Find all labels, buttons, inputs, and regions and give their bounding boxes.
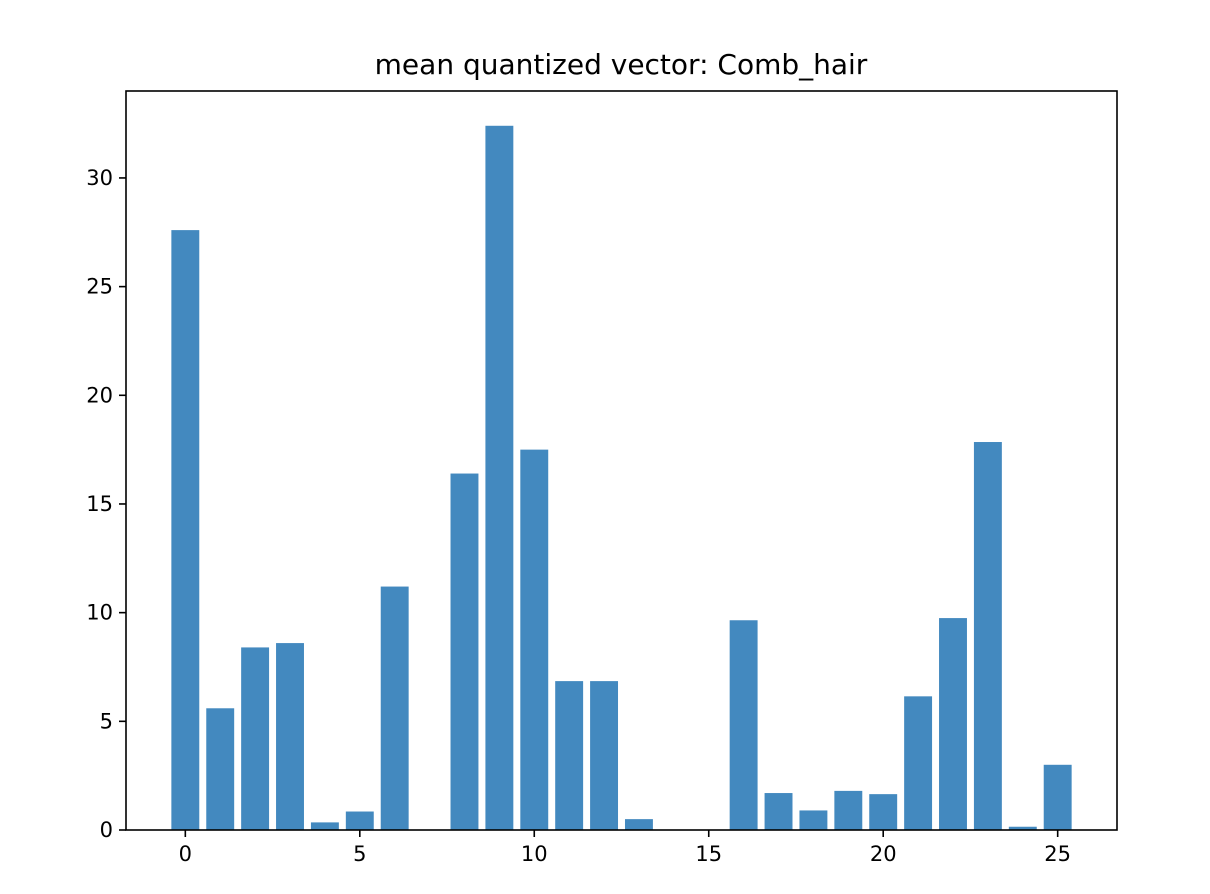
- bar-2: [241, 647, 270, 830]
- x-tick-label: 20: [870, 842, 897, 866]
- bar-1: [206, 708, 235, 830]
- bar-25: [1043, 764, 1072, 830]
- bar-22: [939, 618, 967, 830]
- y-tick-label: 10: [86, 601, 113, 625]
- bar-23: [973, 442, 1002, 830]
- y-tick-label: 15: [86, 492, 113, 516]
- x-tick-label: 15: [695, 842, 722, 866]
- y-axis-ticks: 0 5 10 15 20 25 30: [86, 166, 126, 842]
- bar-8: [450, 473, 479, 830]
- bar-19: [834, 790, 863, 830]
- bar-18: [799, 810, 828, 830]
- y-tick-label: 0: [100, 818, 113, 842]
- bar-6: [380, 586, 409, 830]
- bar-16: [729, 620, 758, 830]
- bar-3: [276, 643, 304, 830]
- x-tick-label: 10: [521, 842, 548, 866]
- bar-11: [555, 681, 584, 830]
- x-tick-label: 25: [1044, 842, 1071, 866]
- y-tick-label: 25: [86, 275, 113, 299]
- bar-4: [310, 822, 339, 830]
- y-tick-label: 5: [100, 709, 113, 733]
- x-axis-ticks: 0 5 10 15 20 25: [179, 830, 1071, 866]
- bar-24: [1008, 826, 1037, 830]
- bar-17: [764, 793, 793, 830]
- bars-group: [171, 125, 1072, 831]
- y-tick-label: 20: [86, 383, 113, 407]
- bar-20: [869, 794, 898, 830]
- bar-21: [904, 696, 933, 830]
- bar-12: [590, 681, 619, 830]
- bar-9: [485, 125, 514, 830]
- bar-10: [520, 449, 549, 830]
- plot-frame: [125, 90, 1118, 831]
- chart-title: mean quantized vector: Comb_hair: [375, 48, 868, 81]
- bar-0: [171, 230, 200, 831]
- bar-13: [624, 819, 653, 830]
- y-tick-label: 30: [86, 166, 113, 190]
- x-tick-label: 5: [353, 842, 366, 866]
- bar-5: [345, 811, 374, 830]
- x-tick-label: 0: [179, 842, 192, 866]
